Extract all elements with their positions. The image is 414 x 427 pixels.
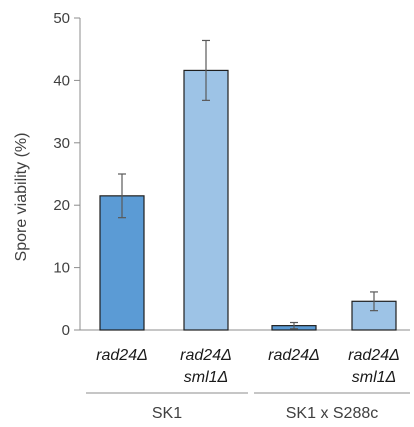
- group-label: SK1 x S288c: [286, 405, 379, 422]
- x-tick-label: rad24Δ: [180, 347, 232, 364]
- bars: [99, 69, 397, 331]
- bar: [351, 300, 397, 331]
- x-tick-label: rad24Δ: [268, 347, 320, 364]
- y-ticks: 0 10 20 30 40 50: [53, 10, 80, 339]
- y-tick-label: 30: [53, 135, 70, 152]
- error-bar: [290, 321, 298, 330]
- y-tick-label: 50: [53, 10, 70, 27]
- x-tick-label: rad24Δ: [348, 347, 400, 364]
- y-tick-label: 0: [62, 322, 70, 339]
- group-label: SK1: [152, 405, 182, 422]
- y-tick-label: 40: [53, 72, 70, 89]
- y-axis-title: Spore viability (%): [13, 133, 30, 262]
- error-bars: [118, 39, 378, 330]
- x-tick-label: rad24Δ: [96, 347, 148, 364]
- x-tick-label-line2: sml1Δ: [352, 369, 397, 386]
- group-labels: SK1 SK1 x S288c: [86, 392, 410, 422]
- error-bar: [370, 291, 378, 312]
- bar: [183, 69, 229, 331]
- y-tick-label: 20: [53, 197, 70, 214]
- error-bar: [118, 173, 126, 219]
- x-tick-label-line2: sml1Δ: [184, 369, 229, 386]
- category-labels: rad24Δ rad24Δ sml1Δ rad24Δ rad24Δ sml1Δ: [96, 347, 400, 386]
- y-tick-label: 10: [53, 260, 70, 277]
- error-bar: [202, 39, 210, 101]
